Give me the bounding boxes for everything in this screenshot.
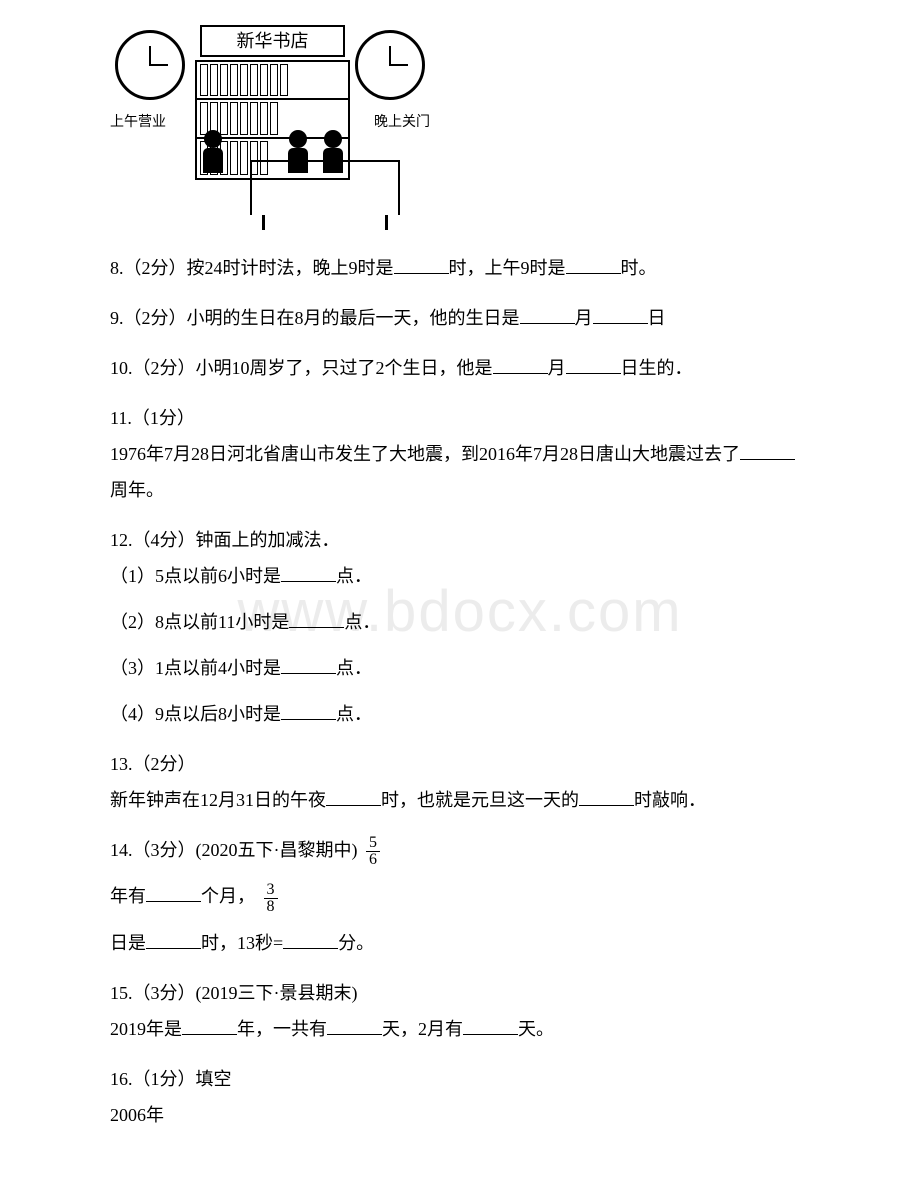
desk bbox=[250, 160, 400, 215]
label-evening-close: 晚上关门 bbox=[374, 110, 430, 135]
question-11: 11.（1分） 1976年7月28日河北省唐山市发生了大地震，到2016年7月2… bbox=[110, 400, 810, 508]
label-morning-open: 上午营业 bbox=[110, 110, 166, 135]
q15-a: 2019年是 bbox=[110, 1019, 182, 1039]
q14-3b: 时，13秒= bbox=[201, 933, 283, 953]
q9-text-b: 月 bbox=[575, 308, 593, 328]
q10-text-c: 日生的． bbox=[621, 358, 693, 378]
blank bbox=[327, 1015, 382, 1035]
blank bbox=[281, 562, 336, 582]
blank bbox=[394, 254, 449, 274]
person-icon bbox=[200, 130, 225, 175]
blank bbox=[283, 929, 338, 949]
blank bbox=[566, 354, 621, 374]
q12-3-b: 点． bbox=[336, 658, 372, 678]
q9-text-a: 9.（2分）小明的生日在8月的最后一天，他的生日是 bbox=[110, 308, 520, 328]
q12-3-a: （3）1点以前4小时是 bbox=[110, 658, 281, 678]
bookstore-illustration: 上午营业 晚上关门 新华书店 bbox=[110, 20, 430, 230]
blank bbox=[182, 1015, 237, 1035]
blank bbox=[326, 786, 381, 806]
q13-c: 时敲响． bbox=[634, 790, 706, 810]
fraction-3-8: 38 bbox=[264, 882, 278, 915]
q11-title: 11.（1分） bbox=[110, 400, 810, 436]
q10-text-b: 月 bbox=[548, 358, 566, 378]
q12-4-b: 点． bbox=[336, 704, 372, 724]
q13-a: 新年钟声在12月31日的午夜 bbox=[110, 790, 326, 810]
blank bbox=[520, 304, 575, 324]
q14-2a: 年有 bbox=[110, 886, 146, 906]
q14-2b: 个月， bbox=[201, 886, 260, 906]
q16-year: 2006年 bbox=[110, 1097, 810, 1133]
q15-title: 15.（3分）(2019三下·景县期末) bbox=[110, 975, 810, 1011]
q8-text-a: 8.（2分）按24时计时法，晚上9时是 bbox=[110, 258, 394, 278]
blank bbox=[463, 1015, 518, 1035]
q12-2-a: （2）8点以前11小时是 bbox=[110, 612, 289, 632]
blank bbox=[566, 254, 621, 274]
blank bbox=[289, 608, 344, 628]
question-14: 14.（3分）(2020五下·昌黎期中) 56 年有 个月， 38 日是 时，13秒… bbox=[110, 832, 810, 961]
q15-d: 天。 bbox=[518, 1019, 554, 1039]
blank bbox=[579, 786, 634, 806]
q12-title: 12.（4分）钟面上的加减法． bbox=[110, 522, 810, 558]
question-9: 9.（2分）小明的生日在8月的最后一天，他的生日是 月 日 bbox=[110, 300, 810, 336]
clock-left bbox=[115, 30, 185, 100]
q14-3a: 日是 bbox=[110, 933, 146, 953]
q8-text-b: 时，上午9时是 bbox=[449, 258, 566, 278]
q11-text-b: 周年。 bbox=[110, 480, 164, 500]
q16-title: 16.（1分）填空 bbox=[110, 1061, 810, 1097]
q10-text-a: 10.（2分）小明10周岁了，只过了2个生日，他是 bbox=[110, 358, 493, 378]
question-12: 12.（4分）钟面上的加减法． （1）5点以前6小时是点． （2）8点以前11小… bbox=[110, 522, 810, 732]
blank bbox=[740, 440, 795, 460]
q11-text-a: 1976年7月28日河北省唐山市发生了大地震，到2016年7月28日唐山大地震过… bbox=[110, 444, 740, 464]
blank bbox=[146, 929, 201, 949]
q14-3c: 分。 bbox=[338, 933, 374, 953]
q8-text-c: 时。 bbox=[621, 258, 657, 278]
blank bbox=[593, 304, 648, 324]
question-10: 10.（2分）小明10周岁了，只过了2个生日，他是 月 日生的． bbox=[110, 350, 810, 386]
blank bbox=[146, 882, 201, 902]
q9-text-c: 日 bbox=[648, 308, 666, 328]
q15-c: 天，2月有 bbox=[382, 1019, 463, 1039]
q13-title: 13.（2分） bbox=[110, 746, 810, 782]
question-13: 13.（2分） 新年钟声在12月31日的午夜 时，也就是元旦这一天的 时敲响． bbox=[110, 746, 810, 818]
blank bbox=[493, 354, 548, 374]
q13-b: 时，也就是元旦这一天的 bbox=[381, 790, 579, 810]
q15-b: 年，一共有 bbox=[237, 1019, 327, 1039]
q12-1-b: 点． bbox=[336, 566, 372, 586]
store-sign: 新华书店 bbox=[200, 25, 345, 57]
question-8: 8.（2分）按24时计时法，晚上9时是 时，上午9时是 时。 bbox=[110, 250, 810, 286]
q12-4-a: （4）9点以后8小时是 bbox=[110, 704, 281, 724]
question-16: 16.（1分）填空 2006年 bbox=[110, 1061, 810, 1133]
q12-2-b: 点． bbox=[344, 612, 380, 632]
q14-prefix: 14.（3分）(2020五下·昌黎期中) bbox=[110, 840, 362, 860]
blank bbox=[281, 654, 336, 674]
fraction-5-6: 56 bbox=[366, 835, 380, 868]
q12-1-a: （1）5点以前6小时是 bbox=[110, 566, 281, 586]
question-15: 15.（3分）(2019三下·景县期末) 2019年是 年，一共有 天，2月有 天。 bbox=[110, 975, 810, 1047]
blank bbox=[281, 700, 336, 720]
clock-right bbox=[355, 30, 425, 100]
